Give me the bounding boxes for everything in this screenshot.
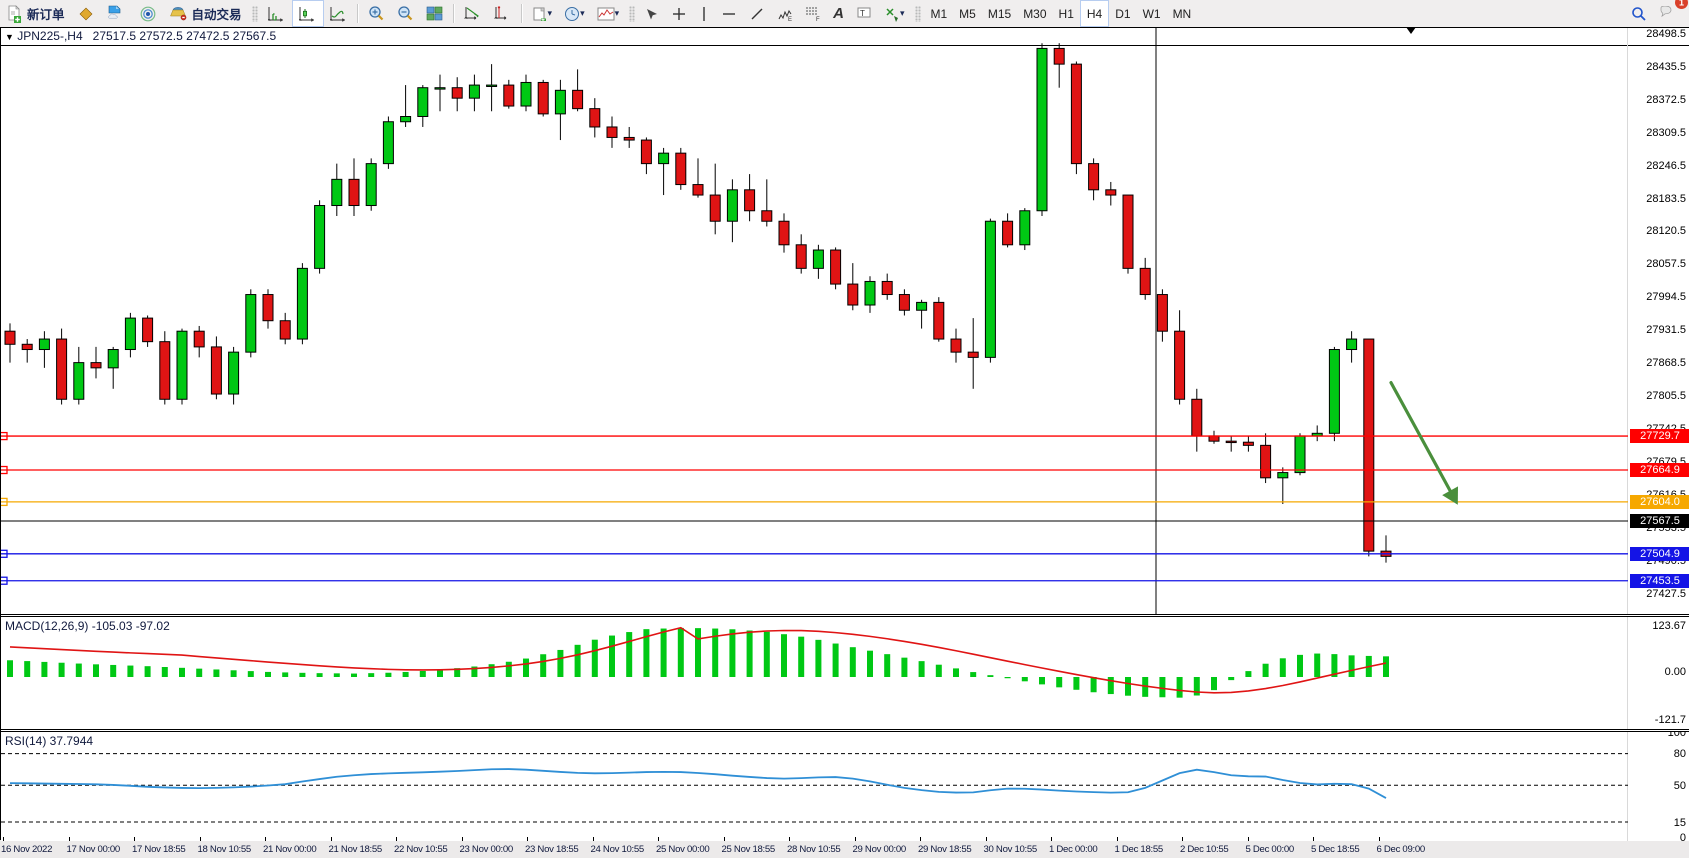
svg-text:1: 1 bbox=[1679, 0, 1684, 8]
svg-text:F: F bbox=[816, 17, 820, 22]
svg-text:T: T bbox=[860, 9, 865, 18]
svg-text:E: E bbox=[788, 17, 792, 22]
